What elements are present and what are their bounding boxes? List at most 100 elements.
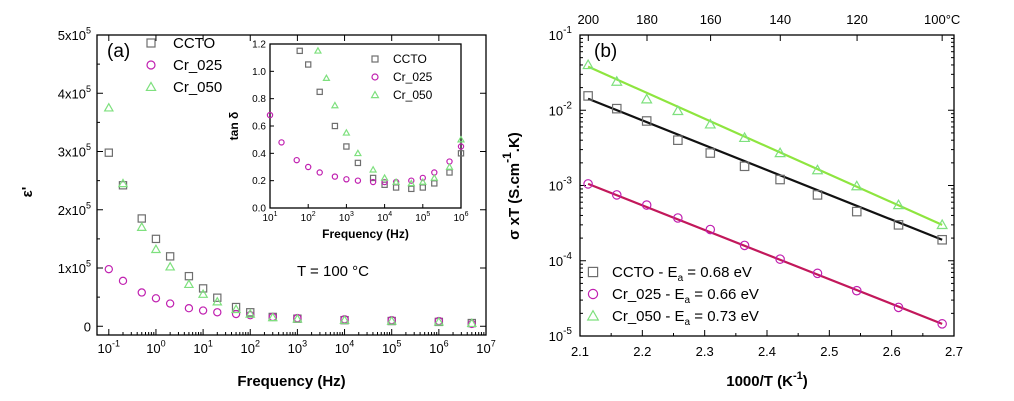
legend-marker: [145, 81, 157, 92]
y-tick-label: 10-2: [549, 100, 573, 118]
data-point: [640, 93, 653, 104]
y-axis-label: ε': [19, 187, 36, 198]
fit-line: [587, 65, 943, 226]
panel-label: (a): [107, 41, 130, 62]
y-tick-label: 10-4: [549, 251, 573, 269]
inset-data-point: [266, 111, 274, 119]
data-point: [103, 102, 114, 112]
x-tick-label: 2.4: [758, 344, 776, 359]
inset-legend-marker: [371, 73, 379, 81]
legend-label: CCTO - Ea = 0.68 eV: [612, 264, 752, 284]
data-point: [811, 164, 824, 175]
inset-data-point: [316, 88, 323, 96]
y-tick-label: 1x105: [58, 259, 91, 276]
data-point: [610, 75, 623, 86]
data-point: [136, 221, 147, 231]
y-tick-label: 10-3: [549, 176, 573, 194]
top-axis-label: 120: [846, 12, 868, 27]
inset-y-axis-label: tan δ: [227, 112, 241, 141]
inset-y-tick-label: 0.2: [252, 176, 266, 187]
data-point: [231, 309, 241, 319]
inset-data-point: [408, 177, 415, 184]
data-point: [198, 306, 208, 315]
inset-x-axis-label: Frequency (Hz): [322, 227, 409, 241]
series-CCTO: [104, 148, 477, 328]
inset-data-point: [305, 163, 312, 171]
inset-data-point: [407, 179, 416, 187]
x-tick-label: 2.5: [820, 344, 838, 359]
x-axis-label: Frequency (Hz): [237, 373, 345, 390]
data-point: [851, 285, 862, 296]
data-point: [937, 319, 947, 329]
data-point: [150, 244, 162, 254]
data-point: [213, 293, 222, 302]
inset-data-point: [457, 150, 465, 157]
series-Cr_025: [104, 264, 477, 329]
top-axis-label: 140: [769, 12, 791, 27]
inset-data-point: [392, 184, 400, 191]
data-point: [739, 240, 750, 251]
data-point: [151, 234, 161, 244]
panel-a-chart: 10-1 100 101 102 103 104 105 106 107 0 1x105 2x105 3…: [19, 26, 496, 390]
top-axis-label: 160: [700, 12, 722, 27]
inset-data-point: [446, 169, 453, 176]
data-point: [893, 220, 904, 230]
data-point: [117, 178, 129, 188]
x-tick-label: 103: [288, 339, 307, 356]
data-point: [184, 304, 194, 313]
y-tick-label: 0: [84, 319, 91, 334]
inset-data-point: [392, 177, 401, 185]
inset-data-point: [353, 149, 362, 157]
inset-legend-marker: [371, 55, 379, 63]
legend-marker: [587, 288, 599, 300]
x-tick-label: 101: [193, 339, 212, 356]
series-Cr_050: [103, 102, 477, 328]
y-tick-label: 5x105: [58, 26, 91, 43]
data-point: [164, 261, 176, 271]
inset-series-Cr_025: [266, 111, 465, 186]
inset-legend-marker: [370, 90, 380, 99]
x-tick-label: 102: [241, 339, 260, 356]
data-point: [704, 118, 717, 129]
legend-marker: [586, 309, 600, 321]
panel-b-chart: 2.1 2.2 2.3 2.4 2.5 2.6 2.7 10-5 10-4 10-3 10-2 10-…: [500, 12, 963, 390]
series-b-CCTO: [583, 91, 947, 245]
data-point: [104, 148, 113, 157]
data-point: [851, 206, 862, 217]
panel-label-b: (b): [594, 41, 617, 62]
inset-data-point: [354, 177, 362, 184]
data-point: [892, 198, 905, 210]
inset-y-tick-label: 1.0: [252, 67, 266, 78]
temperature-annotation: T = 100 °C: [297, 263, 369, 280]
data-point: [739, 161, 750, 172]
data-point: [705, 148, 716, 158]
data-point: [118, 276, 128, 286]
data-point: [893, 302, 904, 313]
inset-series-CCTO: [296, 47, 465, 193]
inset-frame: [269, 43, 462, 209]
inset-y-tick-label: 0.4: [252, 149, 266, 160]
series-b-Cr_050: [582, 58, 949, 230]
fit-line: [587, 182, 943, 325]
inset-data-point: [430, 173, 439, 181]
data-point: [673, 135, 683, 145]
data-point: [611, 190, 622, 200]
inset-y-tick-label: 0.8: [252, 94, 266, 105]
x-tick-label: 106: [429, 339, 448, 356]
data-point: [165, 252, 175, 261]
data-point: [775, 174, 785, 185]
inset-data-point: [431, 180, 438, 187]
data-point: [641, 200, 652, 210]
inset-x-tick-label: 101: [262, 211, 277, 224]
data-point: [671, 104, 684, 116]
legend-label: Cr_050 - Ea = 0.73 eV: [612, 308, 759, 328]
x-tick-label: 10-1: [98, 339, 120, 356]
top-axis-label: 100°C: [924, 12, 960, 27]
data-point: [774, 147, 786, 158]
inset-data-point: [322, 73, 331, 82]
legend-marker: [146, 60, 156, 70]
inset-data-point: [418, 177, 427, 185]
legend-marker: [587, 266, 599, 278]
top-axis-label: 180: [636, 12, 658, 27]
